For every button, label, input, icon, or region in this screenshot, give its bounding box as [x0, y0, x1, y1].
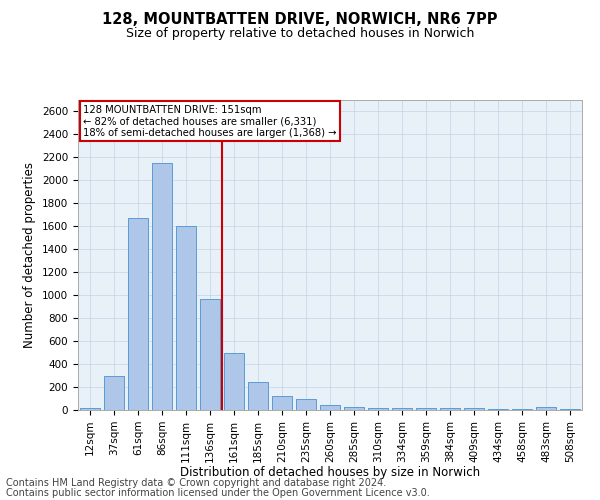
Bar	[344, 406, 364, 410]
Bar	[440, 408, 460, 410]
Bar	[104, 376, 124, 410]
Bar	[248, 382, 268, 410]
Bar	[152, 163, 172, 410]
Bar	[224, 352, 244, 410]
X-axis label: Distribution of detached houses by size in Norwich: Distribution of detached houses by size …	[180, 466, 480, 479]
Bar	[464, 408, 484, 410]
Bar	[416, 408, 436, 410]
Bar	[368, 408, 388, 410]
Bar	[296, 398, 316, 410]
Bar	[80, 408, 100, 410]
Text: 128, MOUNTBATTEN DRIVE, NORWICH, NR6 7PP: 128, MOUNTBATTEN DRIVE, NORWICH, NR6 7PP	[102, 12, 498, 28]
Y-axis label: Number of detached properties: Number of detached properties	[23, 162, 37, 348]
Bar	[200, 298, 220, 410]
Text: Size of property relative to detached houses in Norwich: Size of property relative to detached ho…	[126, 28, 474, 40]
Bar	[536, 407, 556, 410]
Bar	[392, 408, 412, 410]
Bar	[128, 218, 148, 410]
Bar	[272, 396, 292, 410]
Text: 128 MOUNTBATTEN DRIVE: 151sqm
← 82% of detached houses are smaller (6,331)
18% o: 128 MOUNTBATTEN DRIVE: 151sqm ← 82% of d…	[83, 104, 337, 138]
Bar	[488, 409, 508, 410]
Text: Contains public sector information licensed under the Open Government Licence v3: Contains public sector information licen…	[6, 488, 430, 498]
Text: Contains HM Land Registry data © Crown copyright and database right 2024.: Contains HM Land Registry data © Crown c…	[6, 478, 386, 488]
Bar	[176, 226, 196, 410]
Bar	[320, 405, 340, 410]
